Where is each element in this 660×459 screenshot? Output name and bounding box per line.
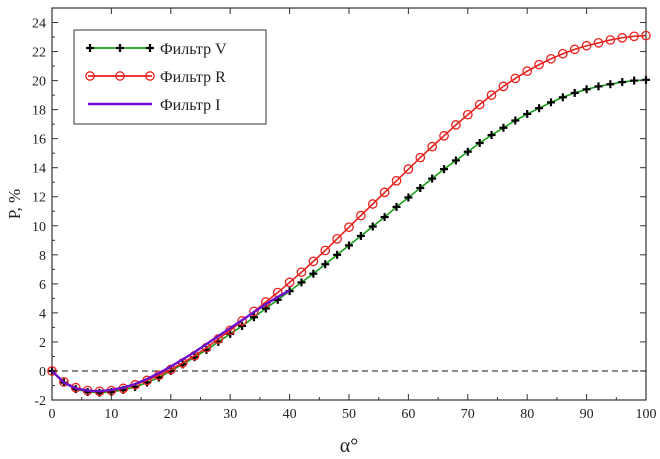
x-tick-label: 60: [401, 407, 415, 422]
y-tick-label: 2: [39, 336, 46, 351]
circle-marker: [356, 210, 366, 221]
circle-marker: [534, 59, 544, 70]
y-axis-label: P, %: [5, 189, 24, 219]
x-tick-label: 20: [164, 407, 178, 422]
circle-marker: [249, 306, 259, 317]
circle-marker: [237, 316, 247, 326]
circle-marker: [308, 256, 319, 267]
circle-marker: [462, 109, 473, 120]
circle-marker: [557, 48, 568, 59]
circle-marker: [569, 44, 580, 55]
x-tick-label: 70: [461, 407, 475, 422]
y-tick-label: 8: [39, 249, 46, 264]
y-tick-label: 18: [32, 104, 46, 119]
circle-marker: [522, 66, 533, 77]
circle-marker: [581, 40, 592, 51]
x-tick-label: 0: [49, 407, 56, 422]
circle-marker: [629, 31, 639, 42]
circle-marker: [451, 120, 461, 130]
y-tick-label: 4: [39, 307, 46, 322]
y-tick-label: 16: [32, 133, 46, 148]
legend-label: Фильтр V: [160, 41, 227, 58]
circle-marker: [605, 35, 616, 45]
y-tick-label: 24: [32, 17, 46, 32]
x-tick-label: 10: [104, 407, 118, 422]
series-line: [51, 289, 291, 393]
circle-marker: [617, 32, 628, 43]
circle-marker: [296, 267, 307, 278]
y-tick-label: -2: [34, 394, 46, 409]
circle-marker: [332, 233, 342, 244]
series-3: [51, 289, 291, 393]
axes: 0 10 20 30 40 50 60 70 80 90 100-20246810121416182…: [32, 8, 657, 422]
legend-entry: Фильтр V: [86, 41, 227, 58]
circle-marker: [403, 164, 414, 175]
legend-box: [73, 29, 267, 125]
circle-marker: [510, 73, 521, 84]
legend-entry: Фильтр I: [88, 97, 220, 114]
circle-marker: [415, 152, 426, 163]
circle-marker: [59, 377, 69, 387]
circle-marker: [145, 71, 155, 81]
circle-marker: [546, 53, 556, 64]
y-tick-label: 20: [32, 75, 46, 90]
x-tick-label: 90: [580, 407, 594, 422]
circle-marker: [391, 175, 402, 186]
y-tick-label: 12: [32, 191, 46, 206]
legend: Фильтр V Фильтр R Фильтр I: [73, 29, 267, 125]
circle-marker: [439, 130, 449, 141]
x-tick-label: 100: [636, 407, 657, 422]
x-tick-label: 40: [283, 407, 297, 422]
x-axis-label: α°: [340, 435, 358, 457]
circle-marker: [115, 71, 125, 81]
legend-label: Фильтр I: [160, 97, 220, 114]
circle-marker: [474, 99, 485, 110]
circle-marker: [344, 222, 354, 233]
circle-marker: [367, 199, 378, 209]
y-tick-label: 10: [32, 220, 46, 235]
circle-marker: [641, 30, 651, 41]
y-tick-label: 22: [32, 46, 46, 61]
x-tick-label: 30: [223, 407, 237, 422]
x-tick-label: 50: [342, 407, 356, 422]
circle-marker: [320, 245, 331, 256]
circle-marker: [486, 90, 497, 100]
circle-marker: [379, 187, 390, 198]
circle-marker: [427, 141, 438, 152]
circle-marker: [498, 81, 509, 92]
y-tick-label: 6: [39, 278, 46, 293]
circle-marker: [284, 277, 295, 288]
y-tick-label: 14: [32, 162, 46, 177]
legend-entry: Фильтр R: [85, 69, 226, 86]
legend-label: Фильтр R: [160, 69, 226, 86]
y-tick-label: 0: [39, 365, 46, 380]
circle-marker: [85, 71, 95, 81]
x-tick-label: 80: [520, 407, 534, 422]
series-layer: [47, 30, 651, 397]
circle-marker: [593, 37, 604, 48]
